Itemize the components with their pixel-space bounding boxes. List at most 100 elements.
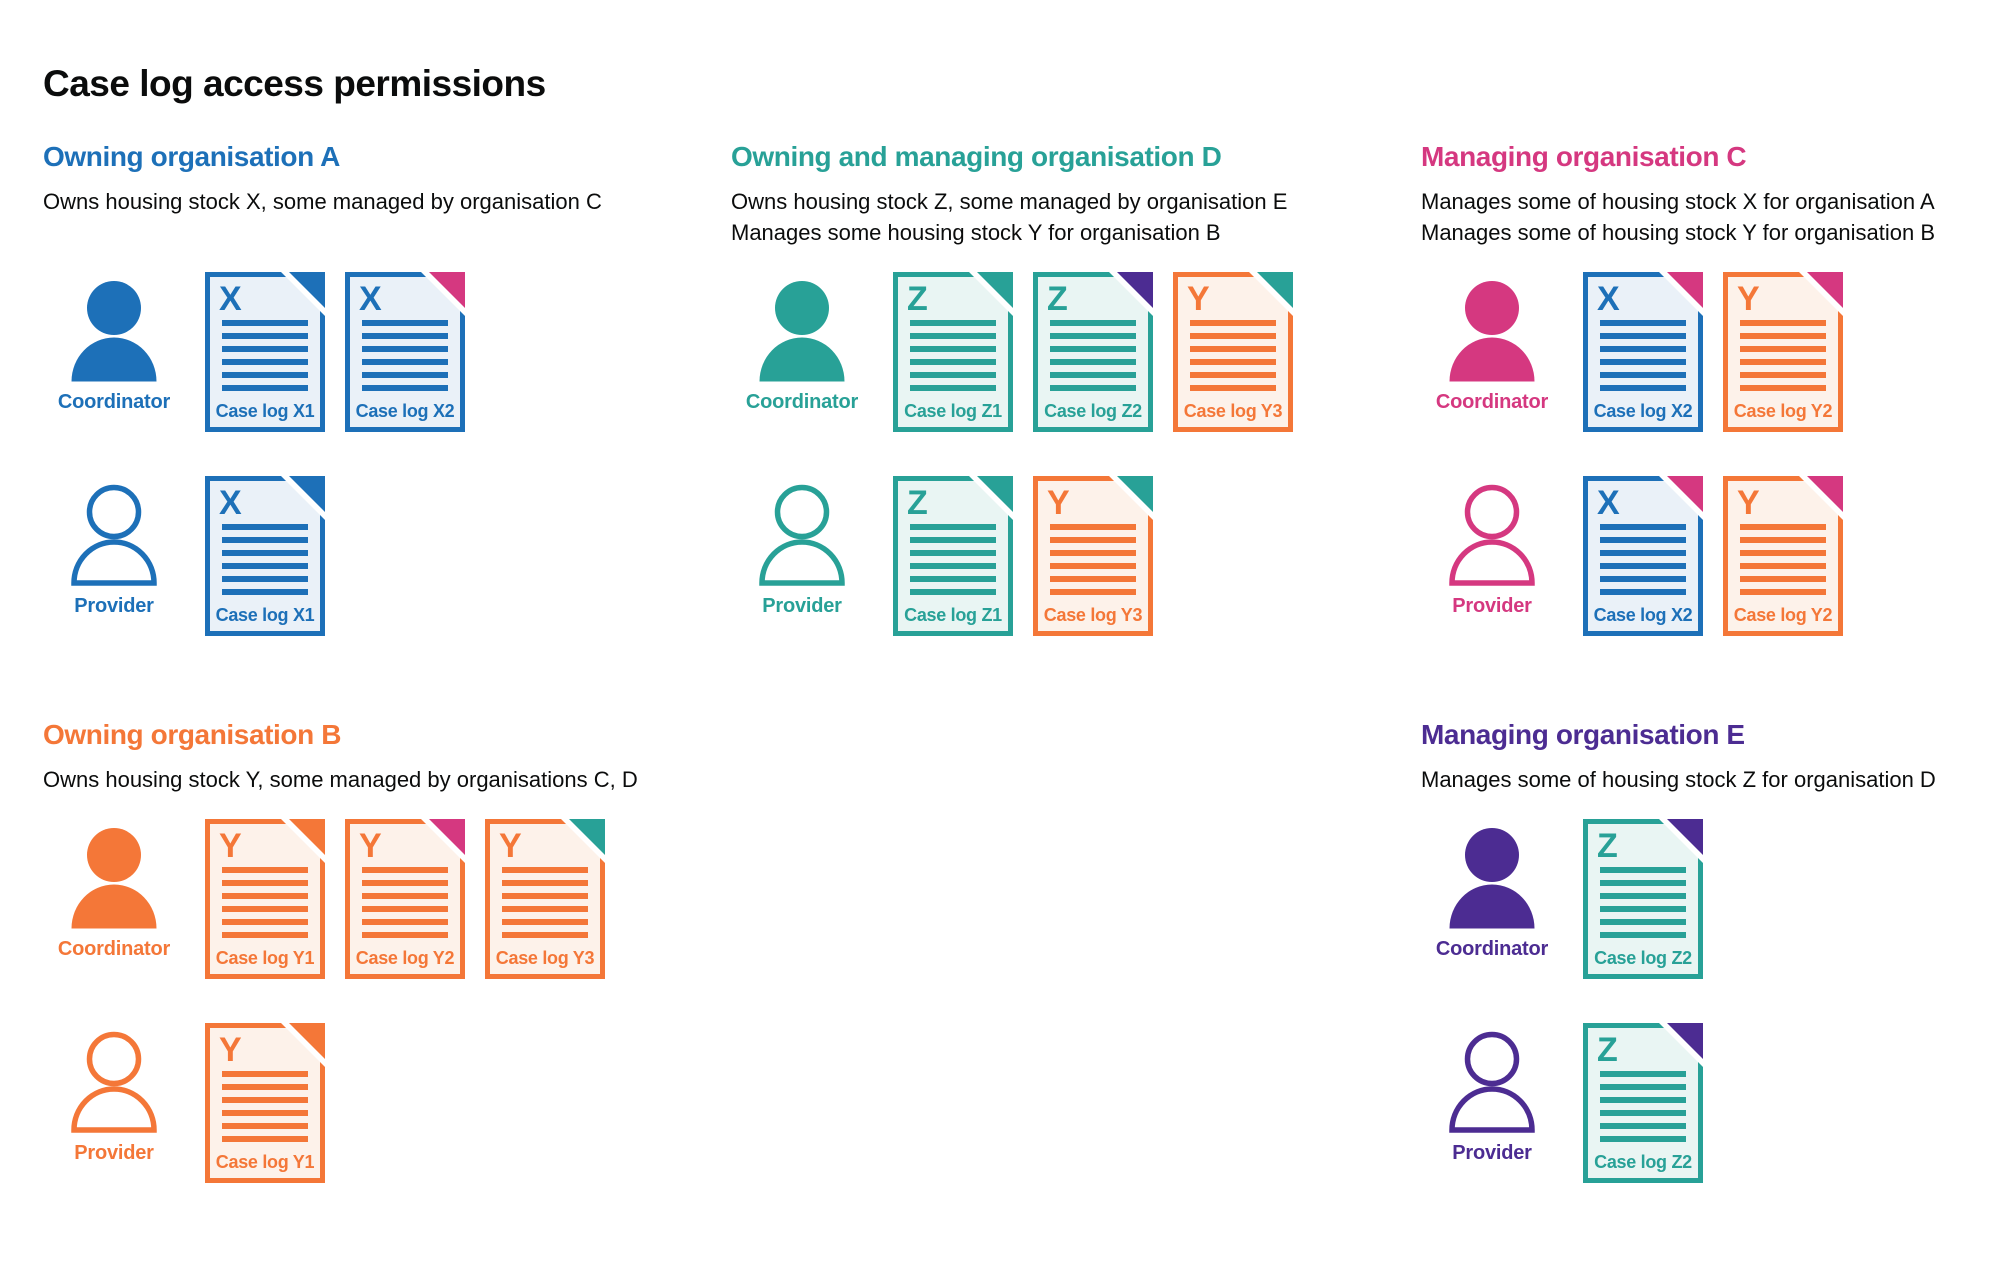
stock-letter: Y [1737,484,1760,522]
provider-person-icon [69,1031,159,1135]
case-log-document: Y Case log Y3 [485,819,605,979]
document-text-line [362,919,448,925]
document-text-line [222,880,308,886]
folded-corner-icon [1657,272,1703,318]
document-text-line [362,880,448,886]
document-text-line [910,359,996,365]
folded-corner-icon [1657,819,1703,865]
document-page [205,476,325,636]
document-text-line [222,346,308,352]
document-text-line [1600,880,1686,886]
case-log-document: Z Case log Z2 [1033,272,1153,432]
folded-corner-icon [419,819,465,865]
folded-corner-icon [1797,476,1843,522]
document-text-line [1050,333,1136,339]
document-text-line [362,372,448,378]
stock-letter: X [1597,484,1620,522]
document-text-line [222,932,308,938]
case-log-document: X Case log X2 [1583,272,1703,432]
document-label: Case log X1 [215,605,315,625]
document-text-line [910,333,996,339]
document-page [485,819,605,979]
document-text-line [1050,372,1136,378]
role-label: Provider [74,595,154,617]
document-text-line [362,346,448,352]
document-text-line [910,346,996,352]
role-rows: Coordinator X Case log X1 X Case log X2 Provi… [43,272,708,636]
coordinator-person-icon [69,280,159,384]
stock-letter: X [1597,280,1620,318]
document-text-line [1600,576,1686,582]
document-text-line [910,576,996,582]
folded-corner-icon [279,476,325,522]
provider-person-icon [1447,484,1537,588]
document-text-line [362,359,448,365]
document-text-line [362,867,448,873]
document-text-line [1600,1097,1686,1103]
stock-letter: Y [1187,280,1210,318]
document-text-line [910,563,996,569]
stock-letter: Y [499,827,522,865]
document-label: Case log X2 [355,401,455,421]
document-text-line [222,576,308,582]
folded-corner-icon [419,272,465,318]
document-text-line [1050,550,1136,556]
document-page [1583,272,1703,432]
section-heading: Managing organisation C [1421,141,1747,172]
description-line: Owns housing stock Z, some managed by or… [731,189,1288,214]
document-label: Case log Z2 [1594,948,1692,968]
case-log-document: Y Case log Y1 [205,1023,325,1183]
document-label: Case log Y2 [1733,605,1833,625]
coordinator-figure: Coordinator [1421,827,1563,961]
document-label: Case log Y2 [1733,401,1833,421]
section-description: Owns housing stock Y, some managed by or… [43,764,708,795]
document-label: Case log Y1 [215,1152,315,1172]
document-text-line [222,537,308,543]
section-org-a: Owning organisation A Owns housing stock … [43,140,708,680]
case-log-document: Y Case log Y1 [205,819,325,979]
document-text-line [222,1097,308,1103]
coordinator-figure: Coordinator [1421,280,1563,414]
role-rows: Coordinator X Case log X2 Y Case log Y2 Provi… [1421,272,1996,636]
document-text-line [1600,1123,1686,1129]
document-page [1173,272,1293,432]
document-text-line [910,589,996,595]
document-text-line [502,919,588,925]
description-line: Manages some of housing stock Z for orga… [1421,767,1936,792]
document-text-line [1190,385,1276,391]
case-log-document: X Case log X2 [1583,476,1703,636]
section-description: Owns housing stock X, some managed by or… [43,186,708,248]
document-text-line [362,906,448,912]
document-text-line [910,537,996,543]
document-text-line [222,550,308,556]
document-label: Case log X2 [1593,401,1693,421]
provider-row: Provider Z Case log Z1 Y Case log Y3 [731,476,1396,636]
document-page [345,272,465,432]
document-text-line [222,906,308,912]
section-description: Manages some of housing stock X for orga… [1421,186,1996,248]
document-text-line [502,932,588,938]
document-page [205,819,325,979]
stock-letter: X [219,280,242,318]
description-line: Owns housing stock Y, some managed by or… [43,767,638,792]
document-text-line [1740,524,1826,530]
document-text-line [222,320,308,326]
document-page [1583,819,1703,979]
document-text-line [1190,333,1276,339]
document-text-line [222,1071,308,1077]
document-label: Case log Y3 [1043,605,1143,625]
case-log-document: X Case log X1 [205,476,325,636]
document-page [893,476,1013,636]
document-text-line [1050,589,1136,595]
document-text-line [1600,1071,1686,1077]
document-label: Case log Z2 [1044,401,1142,421]
stock-letter: Y [219,827,242,865]
document-text-line [910,320,996,326]
folded-corner-icon [967,476,1013,522]
provider-figure: Provider [43,484,185,618]
document-text-line [1600,932,1686,938]
document-text-line [1740,576,1826,582]
coordinator-row: Coordinator X Case log X1 X Case log X2 [43,272,708,432]
document-text-line [222,1136,308,1142]
document-text-line [1600,524,1686,530]
